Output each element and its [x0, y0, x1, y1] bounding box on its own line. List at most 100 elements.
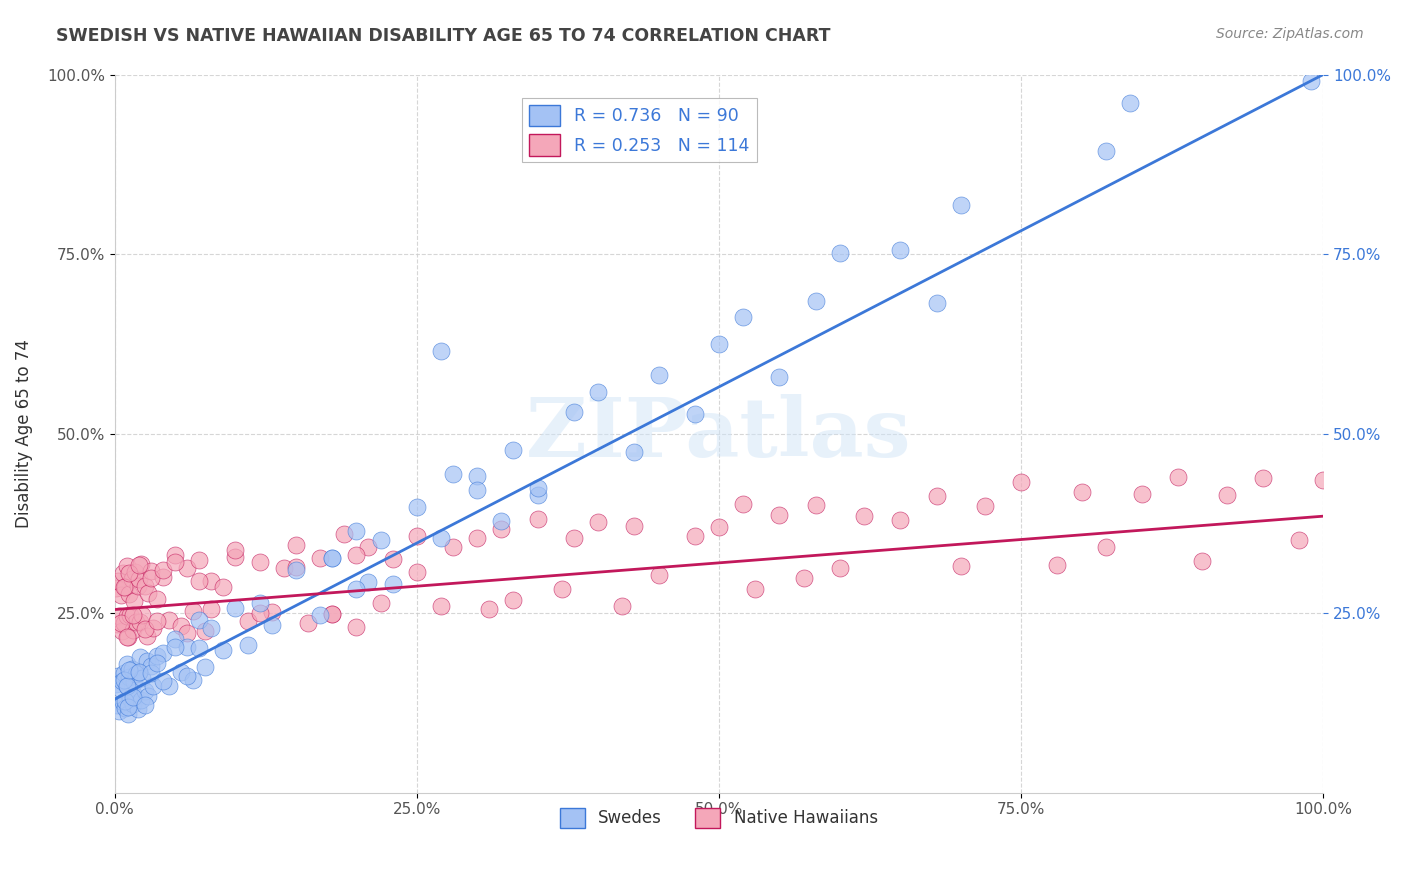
- Point: [139, 659, 162, 673]
- Point: [134, 698, 156, 713]
- Point: [134, 622, 156, 636]
- Point: [1167, 470, 1189, 484]
- Point: [128, 665, 150, 680]
- Point: [344, 582, 367, 596]
- Point: [284, 563, 307, 577]
- Point: [104, 677, 127, 691]
- Point: [526, 481, 548, 495]
- Point: [108, 609, 131, 624]
- Point: [405, 565, 427, 579]
- Point: [127, 702, 149, 716]
- Legend: Swedes, Native Hawaiians: Swedes, Native Hawaiians: [554, 801, 884, 835]
- Point: [128, 572, 150, 586]
- Point: [111, 674, 134, 689]
- Point: [139, 666, 162, 681]
- Point: [152, 563, 174, 577]
- Point: [612, 599, 634, 614]
- Point: [733, 496, 755, 510]
- Point: [118, 663, 141, 677]
- Point: [200, 621, 222, 635]
- Point: [502, 593, 524, 607]
- Point: [430, 531, 453, 545]
- Point: [647, 368, 669, 382]
- Point: [176, 669, 198, 683]
- Point: [111, 624, 134, 638]
- Point: [176, 561, 198, 575]
- Point: [768, 370, 790, 384]
- Point: [804, 293, 827, 308]
- Point: [152, 674, 174, 689]
- Point: [284, 559, 307, 574]
- Point: [170, 665, 193, 679]
- Point: [121, 623, 143, 637]
- Y-axis label: Disability Age 65 to 74: Disability Age 65 to 74: [15, 339, 32, 528]
- Point: [321, 607, 343, 622]
- Point: [1119, 95, 1142, 110]
- Point: [194, 660, 217, 674]
- Point: [273, 560, 295, 574]
- Point: [200, 574, 222, 588]
- Point: [146, 614, 169, 628]
- Point: [134, 684, 156, 698]
- Point: [491, 514, 513, 528]
- Point: [120, 608, 142, 623]
- Point: [112, 566, 135, 580]
- Point: [321, 551, 343, 566]
- Point: [793, 571, 815, 585]
- Point: [562, 404, 585, 418]
- Point: [176, 640, 198, 655]
- Point: [117, 699, 139, 714]
- Point: [136, 629, 159, 643]
- Point: [188, 641, 211, 656]
- Point: [115, 679, 138, 693]
- Point: [188, 553, 211, 567]
- Point: [146, 656, 169, 670]
- Point: [188, 574, 211, 589]
- Point: [683, 529, 706, 543]
- Point: [115, 558, 138, 573]
- Point: [1312, 473, 1334, 487]
- Point: [1094, 541, 1116, 555]
- Point: [1094, 144, 1116, 158]
- Point: [236, 638, 259, 652]
- Point: [125, 615, 148, 630]
- Point: [297, 616, 319, 631]
- Point: [1191, 554, 1213, 568]
- Point: [138, 689, 160, 703]
- Point: [128, 665, 150, 680]
- Point: [1130, 487, 1153, 501]
- Point: [405, 500, 427, 515]
- Point: [118, 587, 141, 601]
- Point: [465, 483, 488, 498]
- Point: [194, 624, 217, 639]
- Point: [586, 384, 609, 399]
- Point: [249, 596, 271, 610]
- Point: [1010, 475, 1032, 489]
- Point: [526, 488, 548, 502]
- Point: [249, 606, 271, 620]
- Point: [115, 630, 138, 644]
- Point: [114, 694, 136, 708]
- Point: [181, 604, 204, 618]
- Point: [333, 527, 356, 541]
- Point: [157, 613, 180, 627]
- Point: [129, 650, 152, 665]
- Point: [949, 197, 972, 211]
- Point: [120, 691, 142, 706]
- Point: [125, 666, 148, 681]
- Point: [121, 698, 143, 712]
- Point: [236, 614, 259, 628]
- Point: [344, 524, 367, 539]
- Point: [491, 522, 513, 536]
- Point: [370, 533, 392, 548]
- Point: [465, 469, 488, 483]
- Point: [562, 531, 585, 545]
- Point: [357, 540, 380, 554]
- Point: [134, 579, 156, 593]
- Point: [181, 673, 204, 688]
- Point: [381, 552, 404, 566]
- Point: [112, 580, 135, 594]
- Point: [224, 543, 246, 558]
- Point: [925, 489, 948, 503]
- Point: [114, 580, 136, 594]
